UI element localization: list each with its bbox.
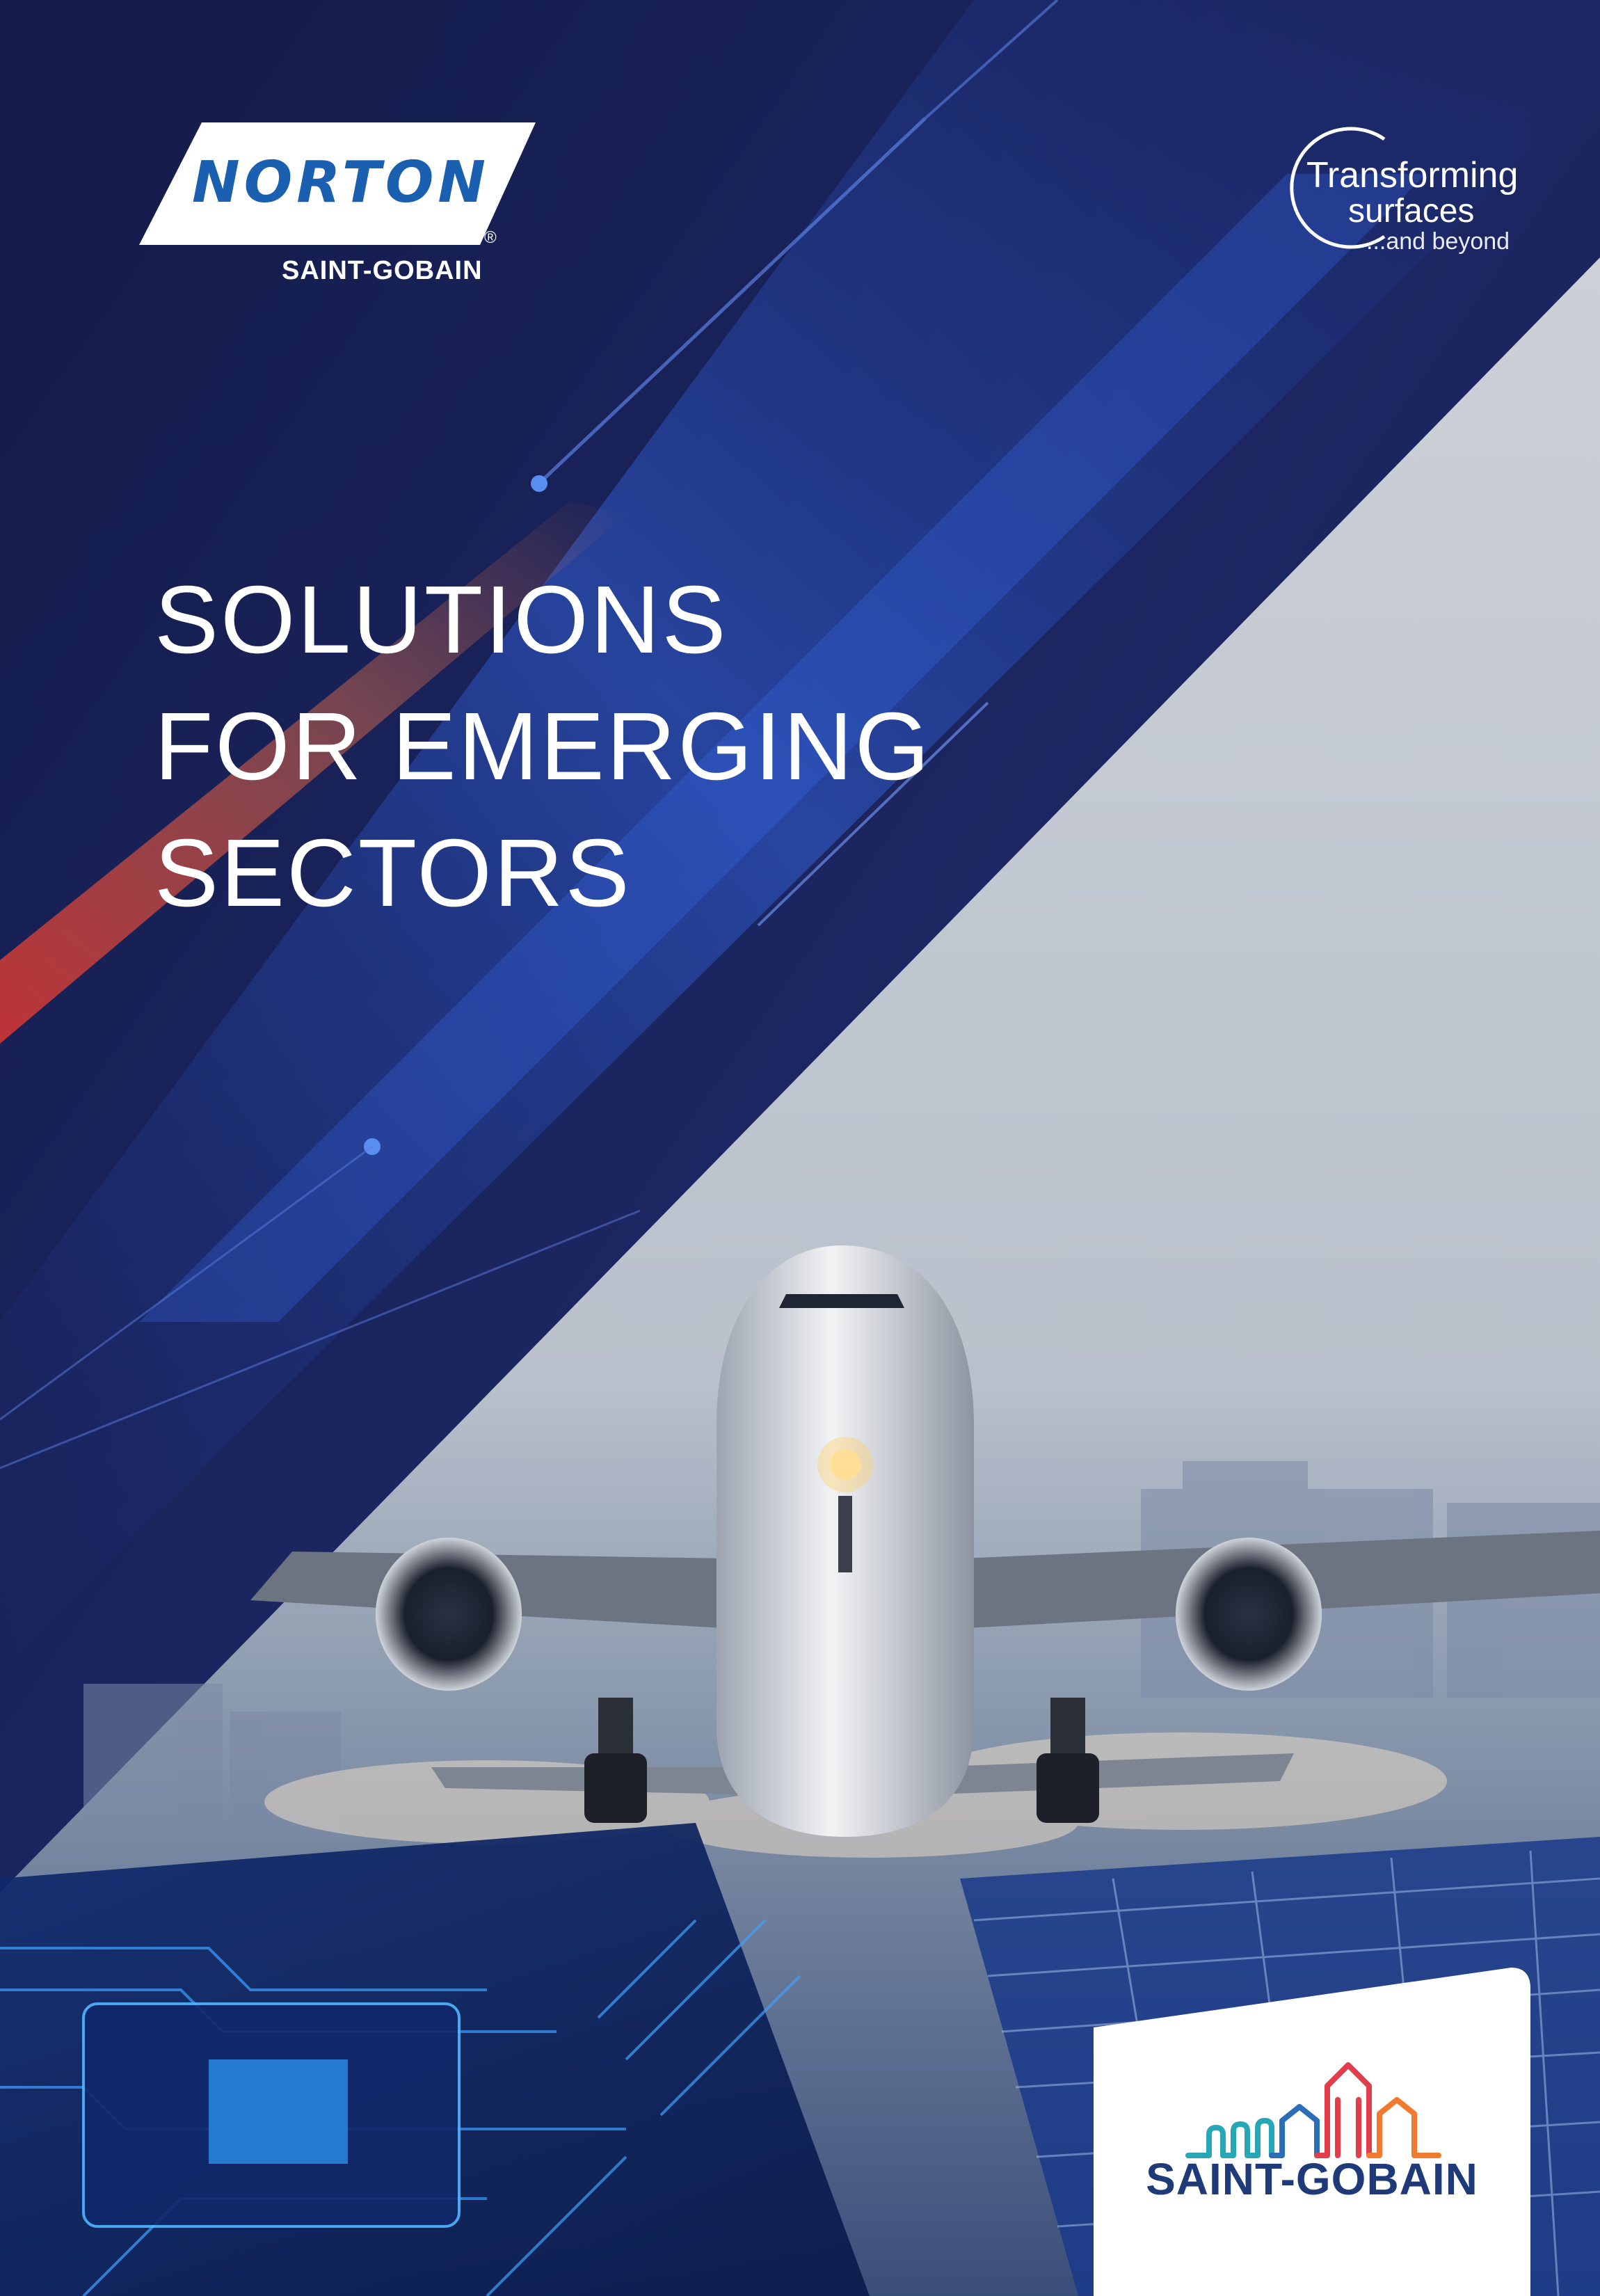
tagline-line-1: Transforming <box>1306 155 1519 196</box>
city-skyline-icon <box>1185 2062 1441 2158</box>
norton-logo: NORTON ® SAINT-GOBAIN <box>139 118 557 299</box>
headline-line-1: SOLUTIONS <box>154 566 728 673</box>
cover-headline: SOLUTIONS FOR EMERGING SECTORS <box>154 557 989 936</box>
norton-badge-shape <box>139 122 536 245</box>
tagline-logo: Transforming surfaces ...and beyond <box>1280 118 1518 264</box>
headline-line-3: SECTORS <box>154 820 632 927</box>
tagline-line-3: ...and beyond <box>1366 228 1510 255</box>
airplane-icon <box>250 1245 1600 1837</box>
saint-gobain-wordmark: SAINT-GOBAIN <box>1146 2154 1478 2204</box>
registered-mark: ® <box>484 228 497 247</box>
tagline-line-2: surfaces <box>1348 193 1475 230</box>
saint-gobain-logo-card: SAINT-GOBAIN <box>1094 1968 1530 2296</box>
circle-arc-icon <box>1290 127 1386 249</box>
norton-wordmark: NORTON <box>191 150 490 216</box>
card-shape <box>1094 1968 1530 2296</box>
norton-subbrand: SAINT-GOBAIN <box>282 256 483 285</box>
headline-line-2: FOR EMERGING <box>154 693 932 800</box>
